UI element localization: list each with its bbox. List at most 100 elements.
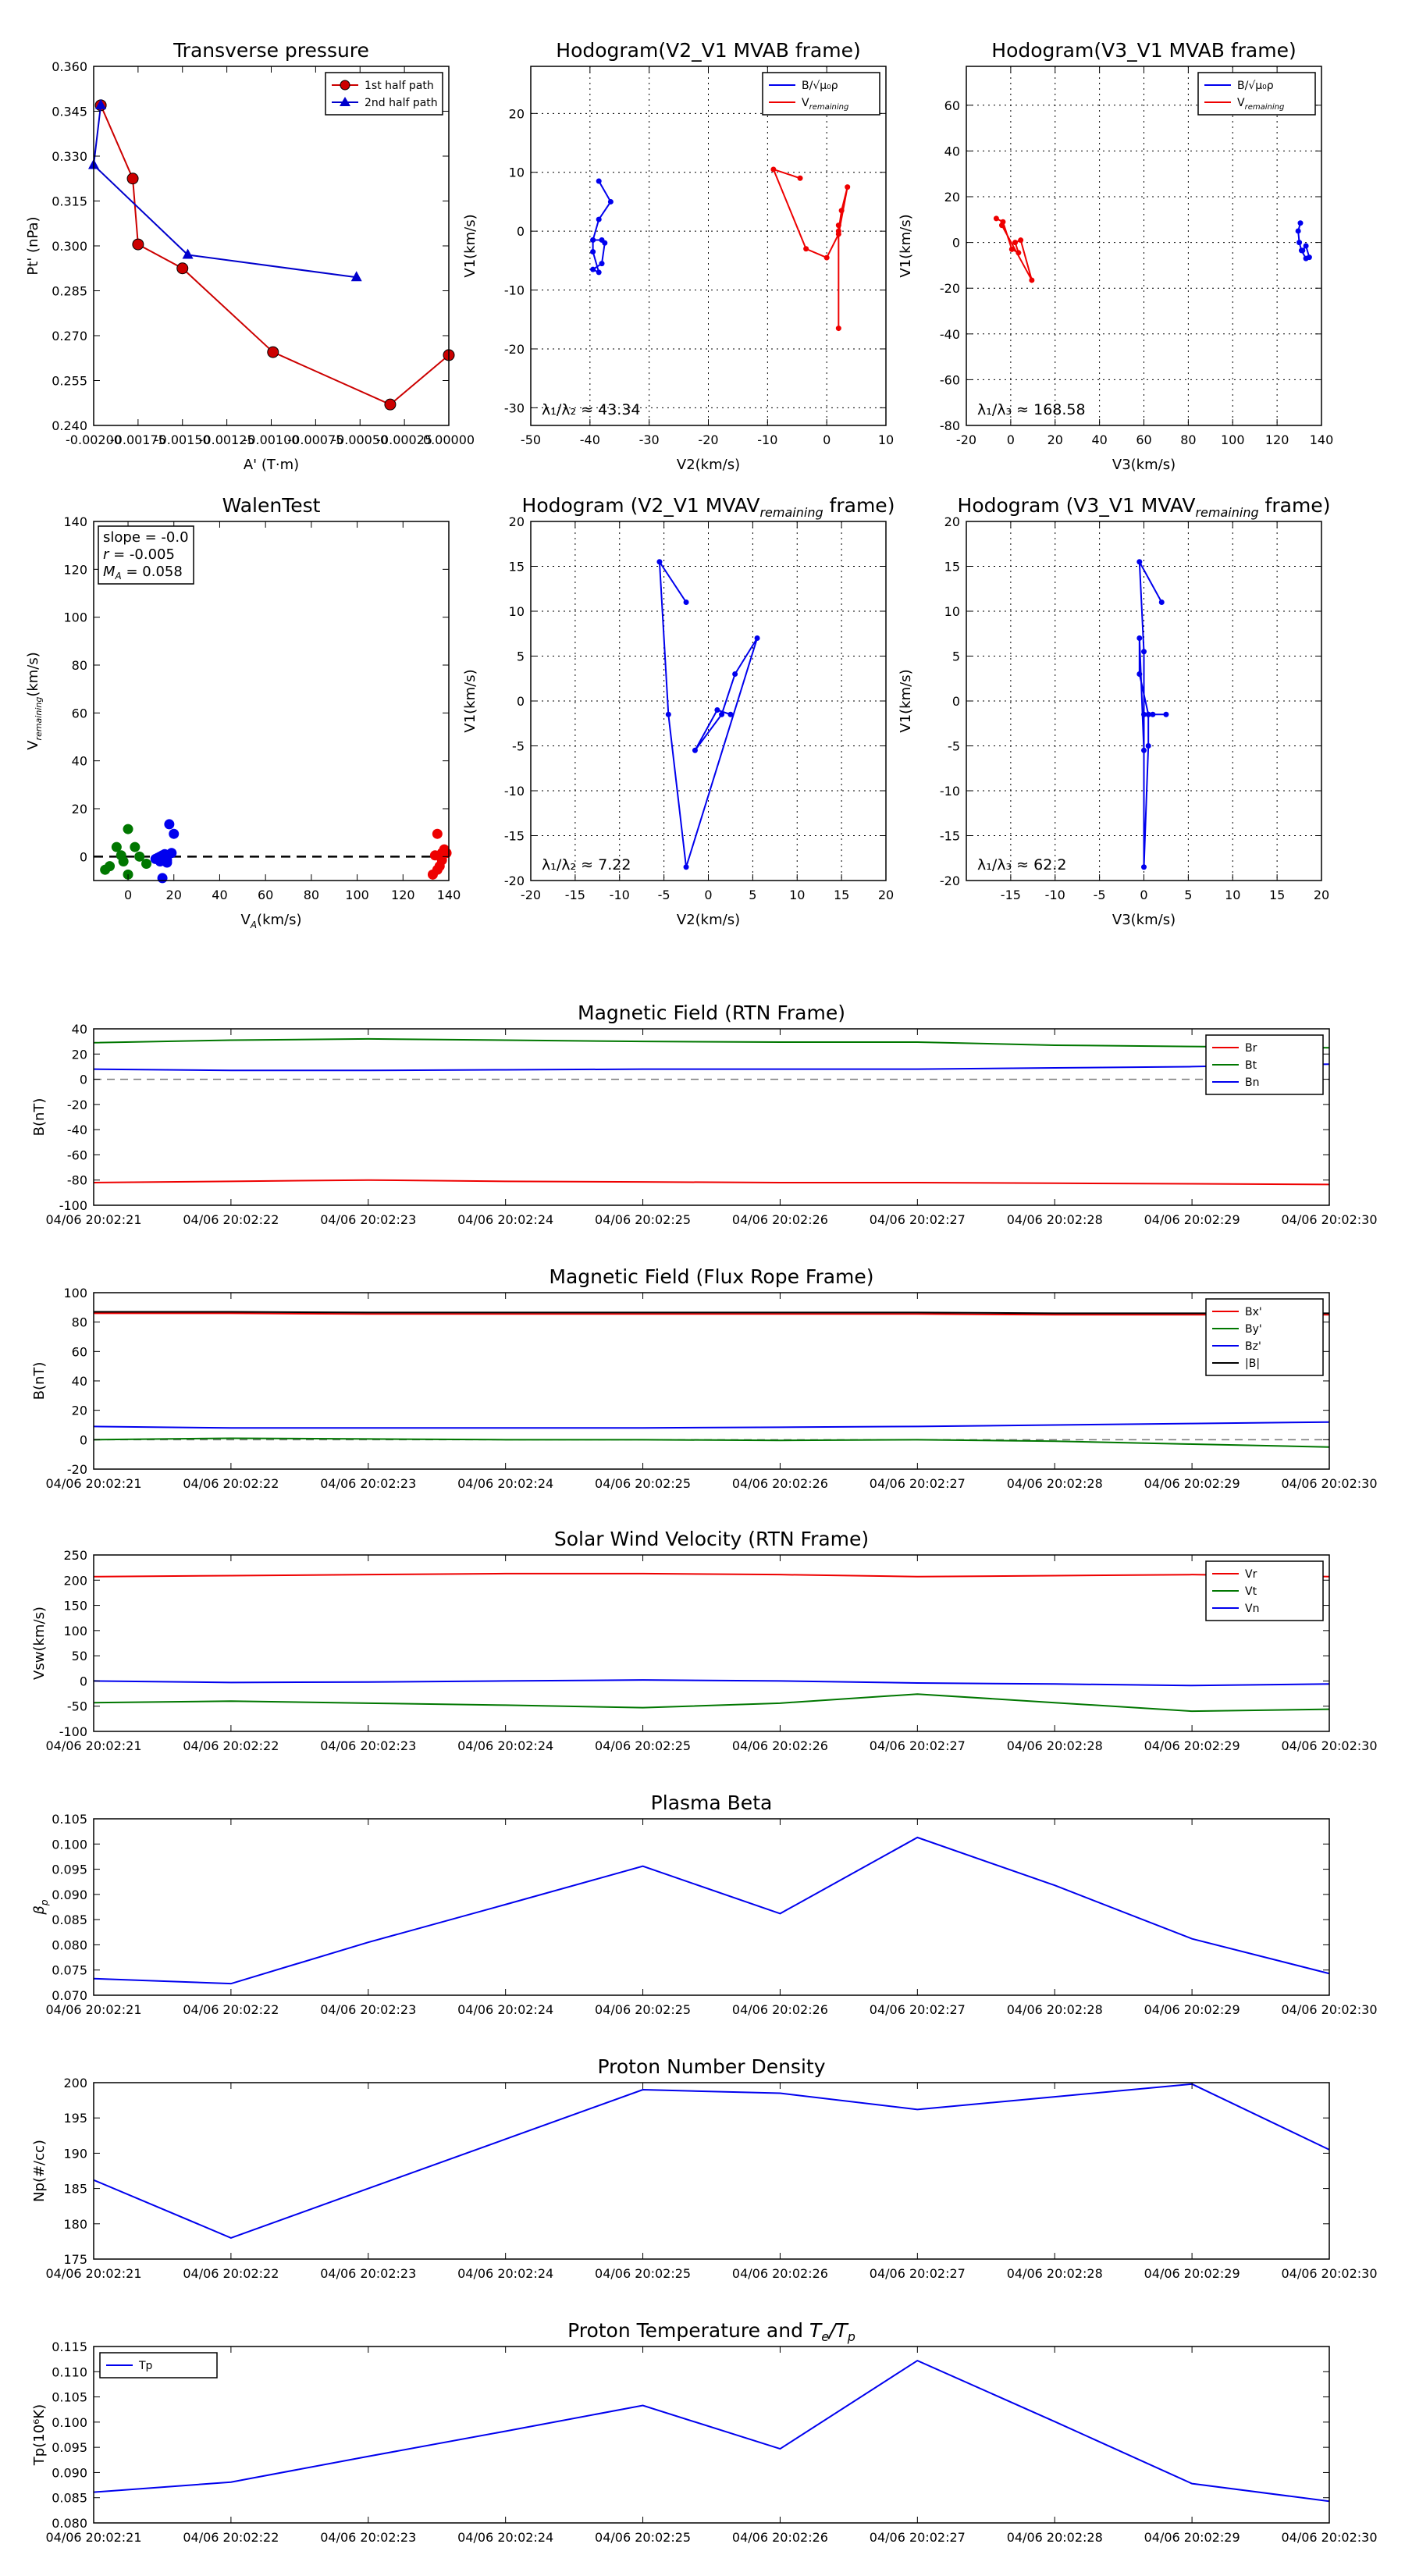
y-tick-label: -40 (940, 327, 960, 342)
data-point (157, 873, 168, 884)
data-point (116, 850, 126, 861)
data-point (436, 855, 447, 866)
data-point (1016, 250, 1022, 256)
x-tick-label: 04/06 20:02:23 (320, 1212, 416, 1227)
x-tick-label: 04/06 20:02:28 (1007, 1212, 1103, 1227)
data-point (1158, 600, 1165, 605)
plot-frame (93, 2082, 1330, 2260)
series-blue (150, 819, 180, 884)
x-tick-label: 04/06 20:02:21 (45, 1212, 141, 1227)
x-tick-label: 04/06 20:02:22 (183, 2266, 279, 2281)
legend: B/√μ₀ρ Vremaining (762, 72, 880, 116)
x-tick-label: 10 (789, 888, 805, 902)
x-tick-label: 04/06 20:02:26 (732, 2002, 828, 2017)
series-green (100, 824, 152, 880)
data-point (182, 248, 194, 259)
x-tick-label: -10 (1045, 888, 1065, 902)
y-tick-label: 0 (80, 1674, 87, 1688)
x-tick-label: 04/06 20:02:25 (595, 1738, 691, 1753)
y-tick-label: 0 (80, 1432, 87, 1447)
y-tick-label: 180 (63, 2217, 87, 2232)
y-tick-label: 20 (72, 802, 87, 817)
data-point (683, 864, 689, 870)
series-V_remaining (993, 215, 1035, 283)
plot-frame (966, 66, 1322, 426)
y-tick-label: 175 (63, 2252, 87, 2267)
x-tick-label: -0.00175 (110, 432, 166, 447)
plot-frame (93, 521, 450, 881)
x-tick-label: 04/06 20:02:29 (1144, 2002, 1240, 2017)
data-point (838, 208, 845, 214)
y-tick-label: -10 (504, 283, 525, 298)
x-tick-label: 140 (1310, 432, 1334, 447)
y-tick-label: -20 (504, 342, 525, 357)
x-tick-label: 04/06 20:02:21 (45, 2002, 141, 2017)
legend: 1st half path 2nd half path (325, 72, 443, 116)
x-tick-label: 100 (345, 888, 369, 902)
y-tick-label: 20 (509, 514, 525, 529)
legend-label: Vr (1245, 1568, 1257, 1581)
data-point (607, 198, 614, 205)
y-tick-label: 50 (72, 1649, 87, 1663)
x-tick-label: 80 (1180, 432, 1196, 447)
y-tick-label: 140 (63, 514, 87, 529)
data-point (1297, 220, 1304, 226)
chart-title: Hodogram(V2_V1 MVAB frame) (556, 39, 860, 62)
data-point (1141, 711, 1147, 717)
y-tick-label: -80 (940, 418, 960, 433)
x-tick-label: 60 (1136, 432, 1151, 447)
y-tick-label: -5 (948, 739, 960, 754)
data-point (1297, 240, 1303, 246)
data-point (132, 238, 144, 251)
x-tick-label: -50 (521, 432, 541, 447)
data-point (1136, 671, 1143, 677)
legend-label: Bx' (1245, 1306, 1262, 1318)
data-point (1303, 243, 1309, 249)
y-tick-label: 40 (72, 754, 87, 769)
y-tick-label: 150 (63, 1599, 87, 1614)
legend-box (1197, 72, 1316, 116)
x-tick-label: 04/06 20:02:27 (870, 2002, 966, 2017)
chart-hv2b: -50 -40 -30 -20 -10 0 10 -30 -20 -10 0 10 20 Hodogram… (462, 39, 894, 473)
series-line-Br (93, 1179, 1330, 1186)
x-axis-label: V3(km/s) (1112, 912, 1176, 928)
grid (966, 66, 1322, 426)
data-point (1141, 649, 1147, 655)
y-tick-label: 60 (72, 1344, 87, 1359)
x-tick-label: 04/06 20:02:27 (870, 2266, 966, 2281)
y-tick-label: 0.095 (52, 1863, 87, 1877)
y-axis-label: V1(km/s) (898, 669, 914, 732)
x-tick-label: 04/06 20:02:29 (1144, 2530, 1240, 2545)
series-red (427, 828, 452, 880)
data-point (141, 859, 152, 870)
y-tick-label: 10 (944, 604, 960, 619)
x-tick-label: 04/06 20:02:24 (457, 2266, 553, 2281)
x-axis-label: V3(km/s) (1112, 457, 1176, 473)
x-tick-label: -0.00200 (66, 432, 122, 447)
data-point (164, 819, 175, 830)
x-tick-label: 04/06 20:02:24 (457, 1738, 553, 1753)
y-tick-label: 0.270 (52, 329, 87, 343)
x-tick-label: 0 (1140, 888, 1147, 902)
y-tick-label: 0.100 (52, 2415, 87, 2430)
x-tick-label: 10 (878, 432, 894, 447)
x-tick-label: 04/06 20:02:25 (595, 2002, 691, 2017)
x-tick-label: 60 (258, 888, 273, 902)
chart-title: Plasma Beta (651, 1791, 773, 1814)
x-tick-label: 0 (124, 888, 132, 902)
y-tick-label: -20 (504, 873, 525, 888)
legend-label: Vremaining (802, 97, 848, 112)
data-point (111, 841, 122, 852)
y-tick-label: 100 (63, 610, 87, 625)
y-tick-label: 0.090 (52, 1888, 87, 1902)
y-axis-label: Tp(10⁶K) (31, 2404, 48, 2466)
y-tick-label: -100 (59, 1724, 87, 1739)
y-tick-label: 100 (63, 1624, 87, 1638)
x-tick-label: 20 (166, 888, 182, 902)
data-point (1029, 277, 1035, 283)
x-tick-label: 04/06 20:02:28 (1007, 2530, 1103, 2545)
data-point (105, 861, 116, 872)
chart-bflux: 04/06 20:02:21 04/06 20:02:22 04/06 20:02:… (31, 1265, 1378, 1491)
y-tick-label: 0.240 (52, 418, 87, 433)
